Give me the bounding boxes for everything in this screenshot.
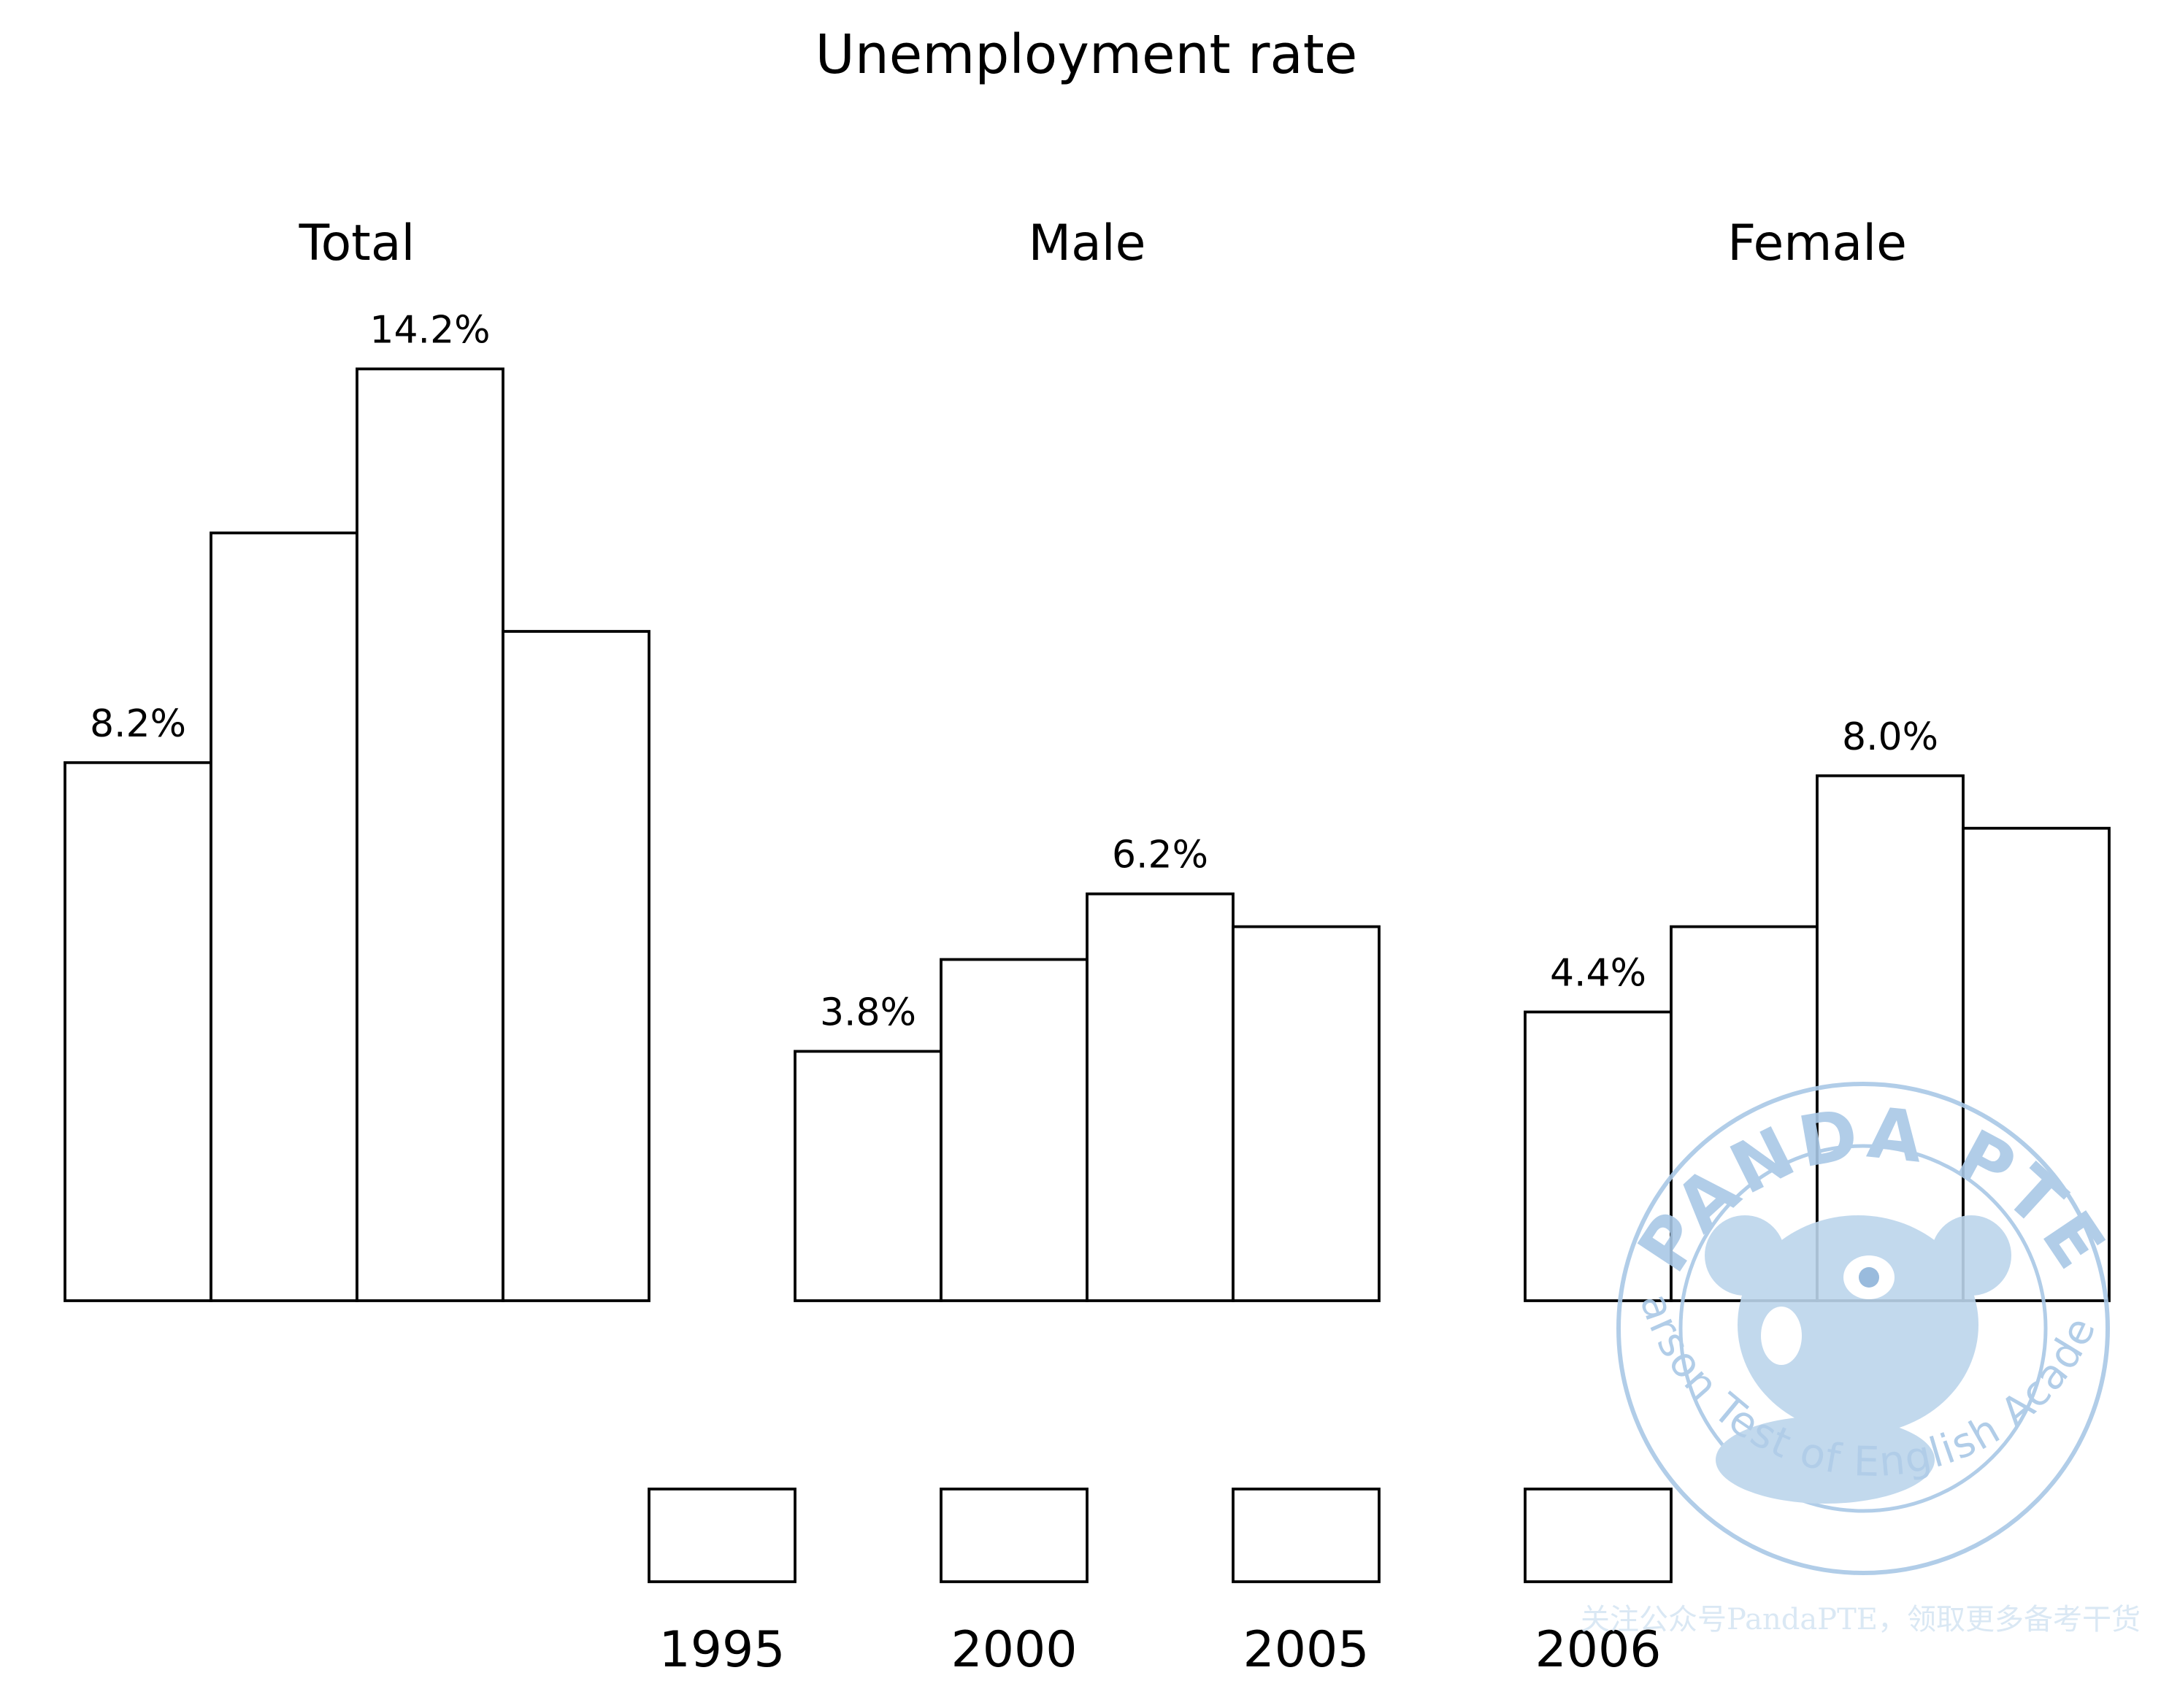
bar-total-1995 — [64, 761, 212, 1302]
bar-total-2005 — [356, 367, 504, 1302]
bar-female-2005 — [1816, 774, 1965, 1302]
panel-title-female: Female — [1727, 215, 1907, 272]
watermark-footer-text: 关注公众号PandaPTE，领取更多备考干货 — [1581, 1603, 2141, 1636]
legend-label-2006: 2006 — [1535, 1621, 1661, 1679]
data-label-female-2005: 8.0% — [1842, 715, 1938, 759]
data-label-male-1995: 3.8% — [820, 990, 916, 1034]
legend-swatch-2000 — [940, 1488, 1089, 1583]
watermark-outer-ring — [1616, 1082, 2110, 1575]
panda-icon — [1705, 1215, 2011, 1504]
legend-swatch-2006 — [1524, 1488, 1673, 1583]
panel-male: Male 3.8% 6.2% — [794, 215, 1381, 1302]
bar-male-2000 — [940, 958, 1089, 1302]
watermark-inner-ring — [1678, 1144, 2048, 1513]
legend-label-1995: 1995 — [659, 1621, 785, 1679]
panel-title-total: Total — [299, 215, 415, 272]
bar-male-2006 — [1232, 925, 1381, 1302]
legend-label-2000: 2000 — [951, 1621, 1077, 1679]
bar-female-1995 — [1524, 1010, 1673, 1302]
bar-total-2006 — [502, 630, 650, 1302]
data-label-male-2005: 6.2% — [1112, 834, 1208, 877]
data-label-total-2005: 14.2% — [369, 308, 490, 352]
bar-male-2005 — [1086, 892, 1235, 1302]
legend-item-1995: 1995 — [648, 1488, 797, 1679]
chart-panels: Total 8.2% 14.2% Male 3.8% 6.2% Female 4.4% 8.0% — [64, 215, 2111, 1302]
panel-total: Total 8.2% 14.2% — [64, 215, 650, 1302]
panel-title-male: Male — [1028, 215, 1145, 272]
data-label-total-1995: 8.2% — [90, 702, 186, 746]
data-label-female-1995: 4.4% — [1550, 951, 1646, 995]
chart-legend: 1995 2000 2005 2006 — [648, 1488, 1673, 1679]
legend-swatch-1995 — [648, 1488, 797, 1583]
legend-item-2006: 2006 — [1524, 1488, 1673, 1679]
legend-label-2005: 2005 — [1243, 1621, 1369, 1679]
legend-item-2005: 2005 — [1232, 1488, 1381, 1679]
legend-item-2000: 2000 — [940, 1488, 1089, 1679]
bar-male-1995 — [794, 1050, 943, 1302]
legend-swatch-2005 — [1232, 1488, 1381, 1583]
chart-title: Unemployment rate — [815, 23, 1358, 86]
bar-total-2000 — [210, 531, 358, 1302]
